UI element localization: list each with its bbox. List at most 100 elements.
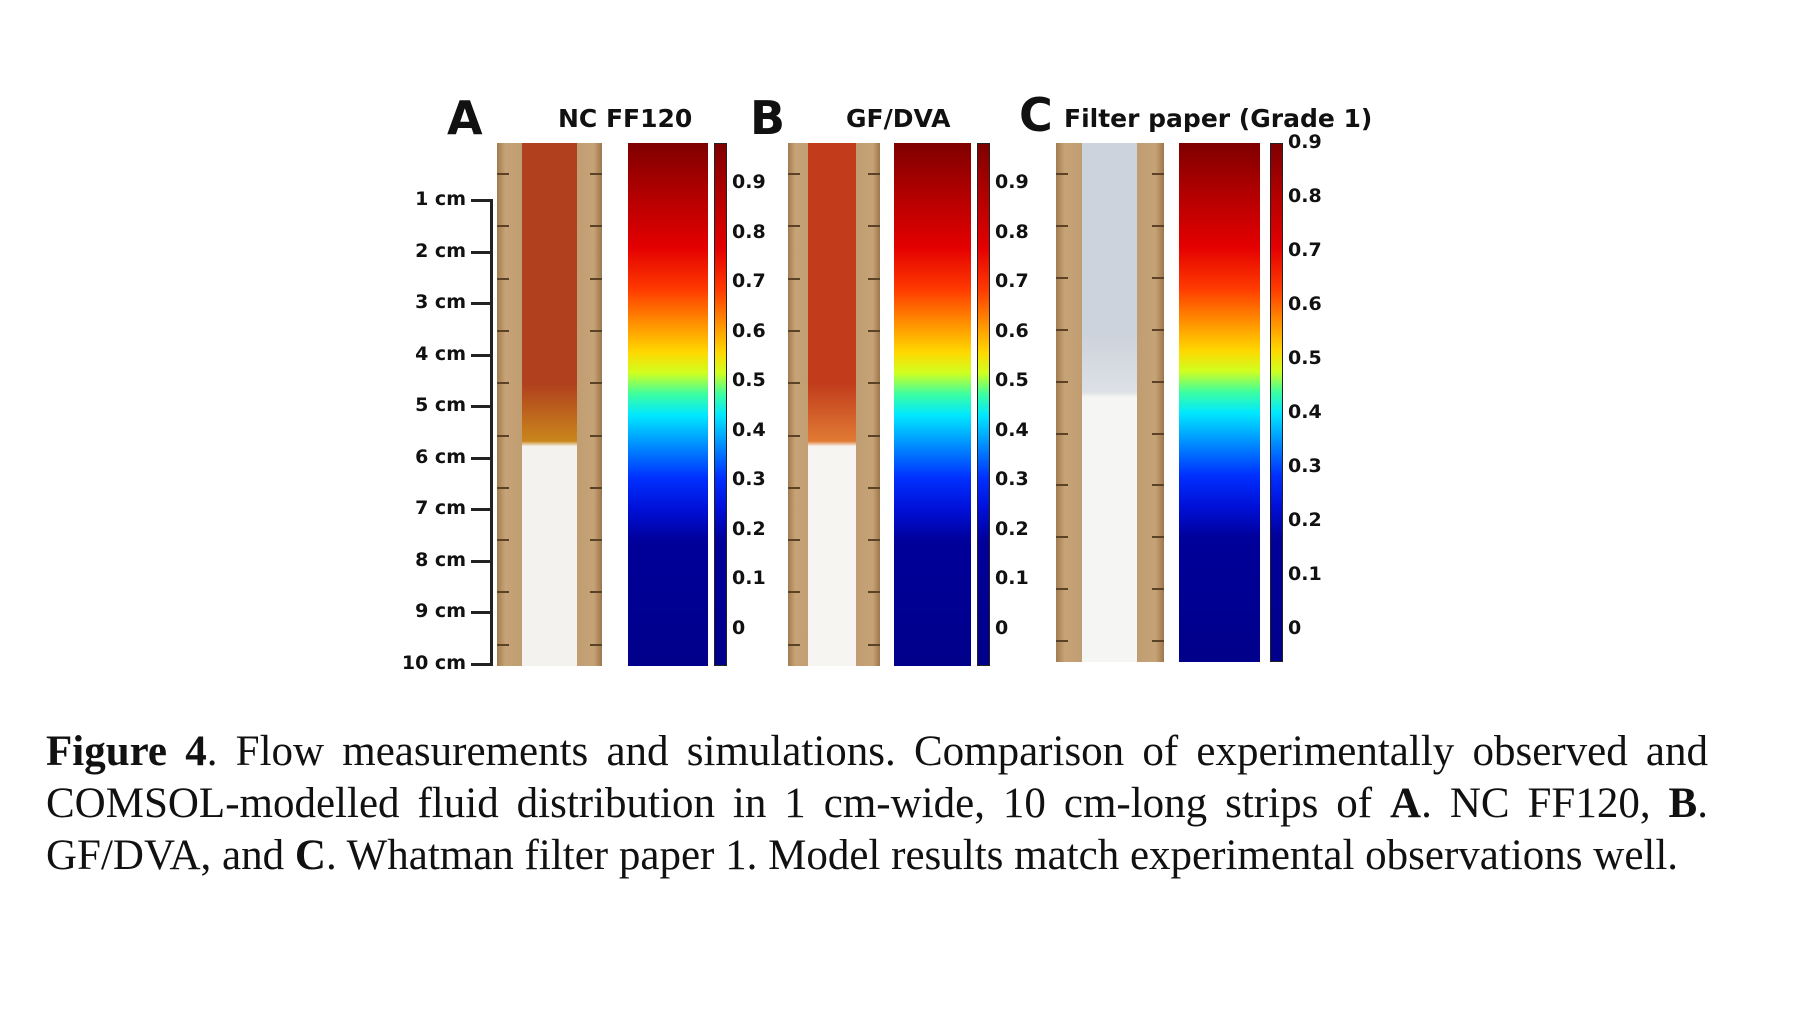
colorbar-tick-label: 0 bbox=[732, 616, 746, 639]
colorbar-tick-label: 0.7 bbox=[1288, 239, 1322, 261]
colorbar-tick-label: 0.1 bbox=[1288, 563, 1322, 585]
backing-tick bbox=[497, 225, 509, 228]
ruler-label: 4 cm bbox=[415, 342, 466, 365]
caption-text-3: . GF/DVA, and bbox=[46, 780, 1708, 879]
backing-tick bbox=[868, 486, 880, 489]
backing-tick bbox=[868, 225, 880, 228]
backing-tick bbox=[868, 173, 880, 175]
ruler-label: 2 cm bbox=[415, 239, 466, 262]
panel-title-a: NC FF120 bbox=[558, 104, 693, 133]
colorbar bbox=[714, 143, 727, 666]
colorbar bbox=[977, 143, 990, 666]
backing-tick bbox=[788, 277, 800, 280]
colorbar-tick-label: 0.2 bbox=[1288, 509, 1322, 531]
colorbar-tick-label: 0.7 bbox=[995, 270, 1029, 292]
colorbar-tick-label: 0.8 bbox=[732, 220, 766, 243]
ruler-tick bbox=[471, 250, 493, 254]
simulation-result-bar bbox=[894, 143, 971, 666]
ruler-tick bbox=[471, 353, 493, 357]
backing-tick bbox=[497, 277, 509, 280]
backing-tick bbox=[788, 591, 800, 594]
backing-tick bbox=[1152, 536, 1164, 539]
simulation-result-bar bbox=[1179, 143, 1260, 662]
panel-letter-a: A bbox=[447, 91, 483, 145]
backing-tick bbox=[868, 434, 880, 437]
backing-tick bbox=[497, 643, 509, 646]
colorbar-tick-label: 0.7 bbox=[732, 270, 766, 292]
colorbar-tick-label: 0.3 bbox=[995, 468, 1029, 490]
backing-tick bbox=[1152, 224, 1164, 227]
backing-tick bbox=[497, 486, 509, 489]
backing-tick bbox=[788, 486, 800, 489]
colorbar-tick-label: 0.2 bbox=[995, 517, 1029, 540]
caption-text-2: . NC FF120, bbox=[1421, 780, 1669, 827]
colorbar-tick-label: 0.4 bbox=[732, 418, 766, 441]
simulation-result-bar bbox=[628, 143, 708, 666]
ruler-tick bbox=[471, 662, 493, 666]
backing-tick bbox=[788, 225, 800, 228]
colorbar-tick-label: 0.8 bbox=[1288, 185, 1322, 207]
ruler-tick bbox=[471, 199, 493, 202]
backing-tick bbox=[590, 173, 602, 175]
colorbar-tick-label: 0.8 bbox=[995, 220, 1029, 243]
backing-tick bbox=[868, 591, 880, 594]
colorbar-tick-label: 0 bbox=[995, 616, 1009, 639]
ruler-tick bbox=[471, 302, 493, 305]
backing-tick bbox=[1152, 432, 1164, 435]
backing-tick bbox=[1056, 640, 1068, 643]
ruler-label: 10 cm bbox=[401, 651, 466, 674]
ruler-label: 8 cm bbox=[415, 548, 466, 571]
colorbar-tick-label: 0.5 bbox=[732, 369, 766, 391]
colorbar-tick-label: 0.6 bbox=[995, 319, 1029, 342]
colorbar-tick-label: 0.4 bbox=[1288, 401, 1322, 423]
backing-tick bbox=[788, 539, 800, 542]
backing-tick bbox=[1152, 380, 1164, 383]
backing-tick bbox=[788, 643, 800, 646]
colorbar-tick-label: 0.1 bbox=[995, 567, 1029, 589]
colorbar bbox=[1270, 143, 1283, 662]
ruler-tick bbox=[471, 611, 493, 614]
backing-tick bbox=[1152, 640, 1164, 643]
caption-ref-a: A bbox=[1390, 780, 1422, 827]
backing-tick bbox=[1056, 380, 1068, 383]
experimental-strip bbox=[522, 143, 577, 666]
figure-4: 1 cm 2 cm 3 cm 4 cm 5 cm 6 cm 7 cm 8 cm 9 cm 10 c… bbox=[401, 91, 1372, 674]
colorbar-tick-label: 0.6 bbox=[1288, 293, 1322, 315]
colorbar-tick-label: 0.3 bbox=[732, 468, 766, 490]
ruler-label: 6 cm bbox=[415, 445, 466, 468]
ruler-tick bbox=[471, 456, 493, 460]
backing-tick bbox=[788, 382, 800, 385]
caption-text-4: . Whatman filter paper 1. Model results … bbox=[325, 832, 1679, 879]
panel-letter-b: B bbox=[750, 91, 786, 145]
colorbar-tick-label: 0.5 bbox=[1288, 347, 1322, 369]
backing-tick bbox=[497, 329, 509, 332]
backing-tick bbox=[868, 382, 880, 385]
caption-ref-b: B bbox=[1668, 780, 1698, 827]
backing-tick bbox=[868, 329, 880, 332]
backing-tick bbox=[497, 539, 509, 542]
backing-tick bbox=[1056, 588, 1068, 591]
backing-tick bbox=[590, 225, 602, 228]
colorbar-tick-label: 0.9 bbox=[995, 171, 1029, 193]
backing-tick bbox=[1056, 536, 1068, 539]
caption-label: Figure 4 bbox=[46, 728, 207, 775]
ruler-tick bbox=[471, 405, 493, 408]
backing-tick bbox=[788, 434, 800, 437]
backing-tick bbox=[590, 591, 602, 594]
backing-tick bbox=[590, 277, 602, 280]
backing-tick bbox=[1056, 328, 1068, 331]
caption-ref-c: C bbox=[294, 832, 326, 879]
colorbar-tick-label: 0.6 bbox=[732, 319, 766, 342]
backing-tick bbox=[1056, 432, 1068, 435]
experimental-strip bbox=[1082, 143, 1137, 662]
backing-tick bbox=[1152, 328, 1164, 331]
colorbar-tick-label: 0.9 bbox=[1288, 131, 1322, 153]
backing-tick bbox=[788, 173, 800, 175]
backing-tick bbox=[868, 643, 880, 646]
ruler-label: 5 cm bbox=[415, 394, 466, 416]
backing-tick bbox=[497, 434, 509, 437]
backing-tick bbox=[590, 539, 602, 542]
backing-tick bbox=[590, 643, 602, 646]
ruler-tick bbox=[471, 508, 493, 511]
backing-tick bbox=[590, 382, 602, 385]
